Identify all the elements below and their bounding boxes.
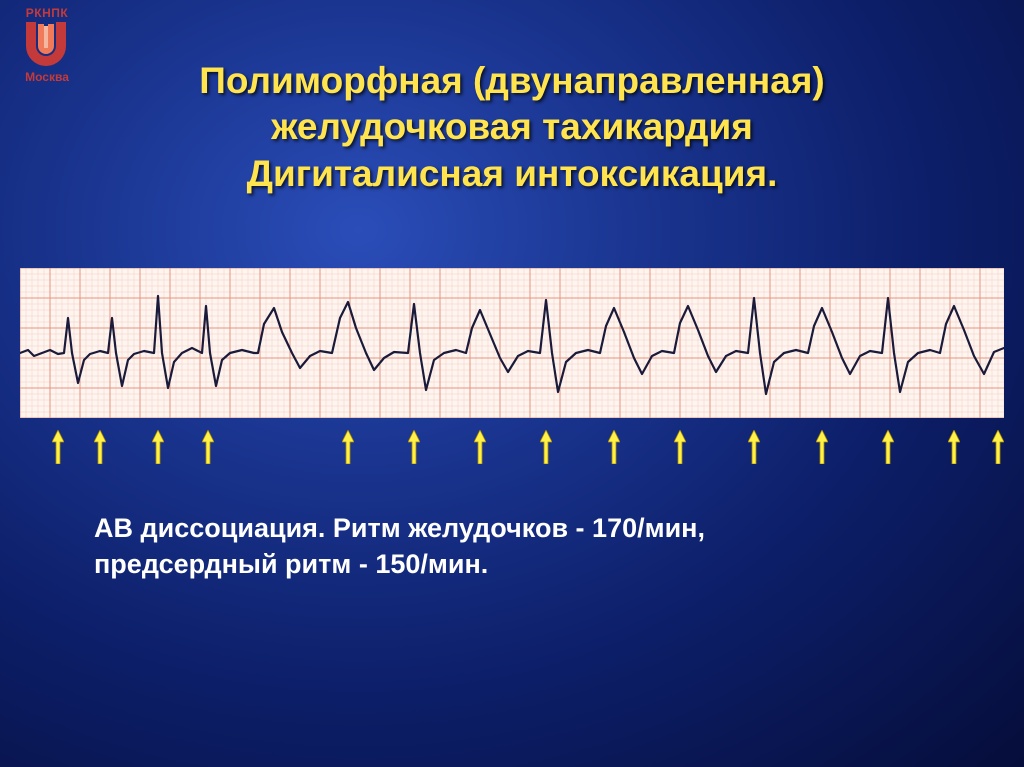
- ecg-marker-arrows: [20, 430, 1004, 470]
- logo-top-text: РКНПК: [12, 6, 82, 20]
- marker-arrow-icon: [474, 430, 486, 464]
- marker-arrow-icon: [674, 430, 686, 464]
- marker-arrow-icon: [152, 430, 164, 464]
- caption-line-1: АВ диссоциация. Ритм желудочков - 170/ми…: [94, 510, 854, 546]
- ecg-strip: [20, 268, 1004, 418]
- caption-line-2: предсердный ритм - 150/мин.: [94, 546, 854, 582]
- marker-arrow-icon: [816, 430, 828, 464]
- marker-arrow-icon: [882, 430, 894, 464]
- ecg-chart: [20, 268, 1004, 418]
- marker-arrow-icon: [52, 430, 64, 464]
- marker-arrow-icon: [408, 430, 420, 464]
- title-line-3: Дигиталисная интоксикация.: [0, 151, 1024, 197]
- marker-arrow-icon: [202, 430, 214, 464]
- marker-arrow-icon: [540, 430, 552, 464]
- marker-arrow-icon: [608, 430, 620, 464]
- marker-arrow-icon: [342, 430, 354, 464]
- title-line-1: Полиморфная (двунаправленная): [0, 58, 1024, 104]
- marker-arrow-icon: [748, 430, 760, 464]
- slide-title: Полиморфная (двунаправленная) желудочков…: [0, 58, 1024, 197]
- marker-arrow-icon: [992, 430, 1004, 464]
- marker-arrow-icon: [948, 430, 960, 464]
- marker-arrow-icon: [94, 430, 106, 464]
- title-line-2: желудочковая тахикардия: [0, 104, 1024, 150]
- slide-caption: АВ диссоциация. Ритм желудочков - 170/ми…: [94, 510, 854, 583]
